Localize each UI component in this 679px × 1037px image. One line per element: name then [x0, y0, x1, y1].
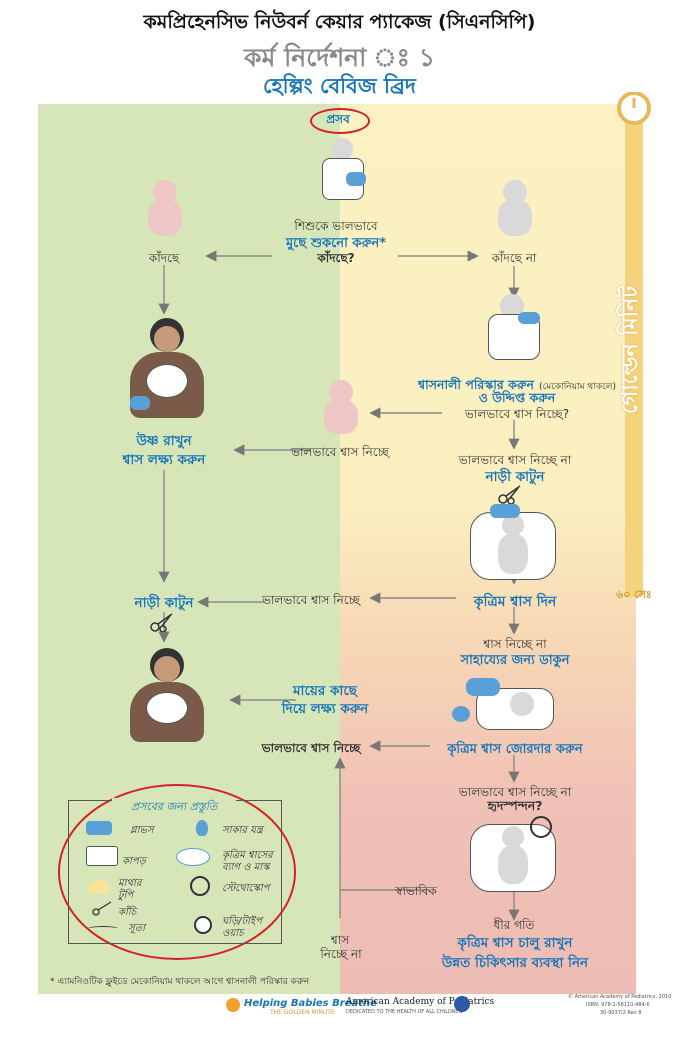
- suction-icon: [196, 820, 208, 836]
- prep-suction: সাকার যন্ত্র: [222, 825, 263, 836]
- breathing-baby-illustration: [316, 380, 366, 440]
- heart-rate-question: হৃদস্পন্দন?: [487, 798, 543, 813]
- aap-sub: DEDICATED TO THE HEALTH OF ALL CHILDREN: [346, 1009, 463, 1015]
- not-crying-label: কাঁদছে না: [491, 251, 537, 265]
- not-breathing-label: শ্বাস নিচ্ছে না: [483, 637, 547, 651]
- breathing-question: ভালভাবে শ্বাস নিচ্ছে?: [464, 407, 570, 421]
- ventilate-label: কৃত্রিম শ্বাস দিন: [473, 594, 557, 610]
- clear-airway-line: শ্বাসনালী পরিস্কার করুন (মেকোনিয়াম থাকল…: [394, 374, 640, 397]
- with-mother-label-2: দিয়ে লক্ষ্য করুন: [281, 701, 369, 717]
- not-breathing-well-label-2: ভালভাবে শ্বাস নিচ্ছে না: [458, 785, 572, 799]
- clear-airway-illustration: [484, 292, 544, 362]
- breathing-well-label-3: ভালভাবে শ্বাস নিচ্ছে: [261, 741, 361, 755]
- prep-cap-2: টুপি: [118, 890, 134, 901]
- improve-ventilation-label: কৃত্রিম শ্বাস জোরদার করুন: [447, 742, 583, 757]
- mother-skin-to-skin-illustration: [124, 316, 210, 422]
- gloves-icon: [86, 821, 112, 835]
- golden-minute-timer: [617, 92, 651, 597]
- breathing-well-label-2: ভালভাবে শ্বাস নিচ্ছে: [262, 593, 360, 607]
- ventilation-illustration: [470, 500, 556, 584]
- prep-clock-1: ঘড়ি/টাইপ: [222, 916, 262, 927]
- prep-cap-1: মাথার: [118, 878, 142, 889]
- copyright-2: ISBN: 978-1-58110-484-6: [586, 1002, 650, 1008]
- page-title: কমপ্রিহেনসিভ নিউবর্ন কেয়ার প্যাকেজ (সিএ…: [143, 11, 536, 33]
- bag-mask-illustration: [446, 670, 554, 730]
- call-help-label: সাহায্যের জন্য ডাকুন: [460, 653, 570, 668]
- hbb-sub: THE GOLDEN MINUTE: [270, 1009, 335, 1016]
- copyright-1: © American Academy of Pediatrics, 2010: [568, 994, 672, 1000]
- cloth-icon: [86, 846, 118, 866]
- clock-small-icon: [194, 916, 212, 934]
- check-breathing-label: শ্বাস লক্ষ্য করুন: [122, 452, 206, 468]
- advanced-care-label: উন্নত চিকিৎসার ব্যবস্থা নিন: [441, 955, 589, 971]
- seconds-label: ৬০ সেঃ: [616, 588, 652, 601]
- cut-cord-label-2: নাড়ী কাটুন: [134, 595, 194, 611]
- birth-highlight: [310, 108, 370, 134]
- keep-warm-label: উষ্ণ রাখুন: [136, 433, 192, 449]
- page-subtitle: কর্ম নির্দেশনা ঃ ১: [244, 43, 435, 72]
- footnote: * এ্যামনিওটিক ফ্লুইডে মেকোনিয়াম থাকলে আ…: [50, 977, 310, 987]
- not-breathing-well-label-1: ভালভাবে শ্বাস নিচ্ছে না: [458, 453, 572, 467]
- ties-icon: [88, 926, 118, 931]
- prep-clock-2: ওয়াচ: [222, 928, 244, 939]
- prep-scissors: কাঁচি: [118, 907, 137, 918]
- timer-bar: [625, 112, 643, 597]
- continue-ventilation-label: কৃত্রিম শ্বাস চালু রাখুন: [457, 935, 573, 951]
- meconium-note: (মেকোনিয়াম থাকলে): [539, 382, 616, 392]
- aap-name: American Academy of Pediatrics: [346, 997, 495, 1007]
- with-mother-label-1: মায়ের কাছে: [293, 683, 357, 699]
- no-breath-label-1: শ্বাস: [330, 933, 350, 947]
- prep-cloths: কাপড়: [122, 856, 146, 867]
- heart-rate-illustration: [470, 816, 556, 892]
- stethoscope-icon: [530, 816, 552, 838]
- prep-ties: সূতা: [128, 923, 146, 934]
- aap-logo-icon: [454, 996, 470, 1012]
- bag-mask-icon: [176, 848, 210, 866]
- prep-bag-1: কৃত্রিম শ্বাসের: [222, 850, 273, 861]
- crying-baby-illustration: [140, 180, 190, 242]
- dry-question-line2: মুছে শুকনো করুন*: [285, 236, 387, 251]
- cut-cord-label-1: নাড়ী কাটুন: [485, 469, 545, 485]
- normal-label: স্বাভাবিক: [395, 884, 437, 898]
- prep-bag-2: ব্যাগ ও মাস্ক: [222, 862, 270, 873]
- stethoscope-small-icon: [190, 876, 210, 896]
- prep-gloves: গ্লাভস: [130, 825, 154, 836]
- scissors-icon-2: [150, 612, 174, 633]
- no-breath-label-2: নিচ্ছে না: [320, 947, 362, 961]
- breathing-well-label-1: ভালভাবে শ্বাস নিচ্ছে: [291, 445, 389, 459]
- copyright-3: 30-9037/2 Rev 8: [600, 1010, 642, 1016]
- program-name: হেল্পিং বেবিজ ব্রিদ: [263, 74, 416, 98]
- hbb-logo-icon: [226, 998, 240, 1012]
- baby-drying-illustration: [320, 136, 366, 204]
- dry-question-line1: শিশুকে ভালভাবে: [294, 219, 378, 233]
- prep-highlight: [58, 784, 296, 960]
- stimulate-label: ও উদ্দিপ্ত করুন: [478, 390, 556, 405]
- prep-stethoscope: স্টেথোস্কোপ: [222, 883, 270, 894]
- scissors-small-icon: [92, 900, 112, 916]
- cap-icon: [88, 880, 110, 894]
- mother-with-baby-illustration: [124, 646, 210, 746]
- crying-label: কাঁদছে: [148, 251, 180, 265]
- clear-airway-label: শ্বাসনালী পরিস্কার করুন: [418, 377, 534, 392]
- birth-label: প্রসব: [326, 112, 350, 126]
- hbb-name: Helping Babies Breathe: [244, 998, 377, 1009]
- dry-question-line3: কাঁদছে?: [317, 251, 355, 265]
- prep-title: প্রসবের জন্য প্রস্তুতি: [112, 798, 236, 817]
- limp-baby-illustration: [490, 180, 540, 242]
- slow-label: ধীর গতি: [493, 918, 535, 932]
